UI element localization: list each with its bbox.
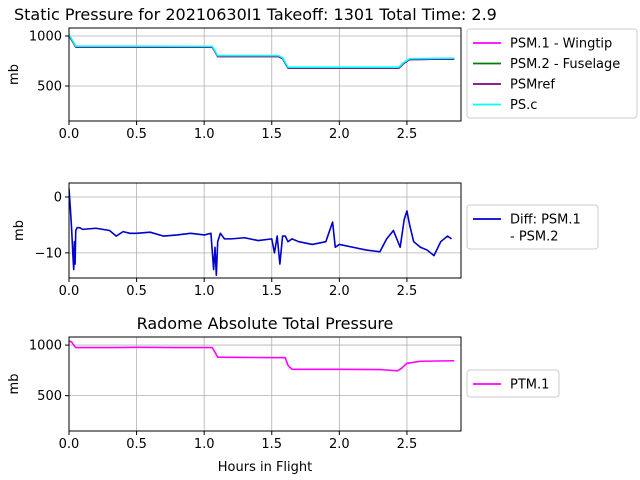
axes-frame	[68, 182, 462, 279]
chart-title: Radome Absolute Total Pressure	[137, 314, 394, 333]
y-tick-label: −10	[35, 246, 62, 261]
y-tick-label: 1000	[29, 30, 62, 45]
legend: PTM.1	[466, 369, 560, 398]
legend: PSM.1 - Wingtip PSM.2 - Fuselage PSMref PS.…	[466, 28, 638, 119]
x-tick-label: 1.5	[261, 437, 282, 452]
x-tick-label: 0.0	[59, 127, 80, 142]
x-tick-label: 1.0	[194, 284, 215, 299]
series-line-4	[69, 34, 455, 68]
legend-entry-line: Diff: PSM.1	[510, 213, 581, 228]
legend-frame	[466, 369, 560, 398]
x-tick-label: 1.0	[194, 127, 215, 142]
legend-entry-line: PSM.2 - Fuselage	[510, 57, 620, 72]
x-tick-label: 1.5	[261, 284, 282, 299]
axes-frame	[68, 336, 462, 432]
x-tick-label: 0.5	[126, 127, 147, 142]
legend-entry-label: PSM.1 - Wingtip	[510, 37, 612, 52]
x-tick-label: 0.0	[59, 437, 80, 452]
legend-entry-line: PSM.1 - Wingtip	[510, 37, 612, 52]
series-line-1	[69, 340, 455, 372]
y-tick-label: 0	[54, 190, 62, 205]
x-tick-label: 2.5	[397, 284, 418, 299]
axes-frame	[68, 27, 462, 122]
x-tick-label: 0.5	[126, 284, 147, 299]
legend-entry-label: PSMref	[510, 78, 555, 93]
y-tick-label: 500	[37, 389, 62, 404]
legend-entry-line: - PSM.2	[510, 230, 559, 245]
legend-frame	[466, 204, 599, 250]
legend-entry-label: PS.c	[510, 98, 537, 113]
chart-1: 0.0 0.5 1.0 1.5 2.0 2.5 500 1000 mb Static Pressu…	[7, 5, 638, 142]
x-tick-label: 1.0	[194, 437, 215, 452]
legend-entry-line: PTM.1	[510, 378, 549, 393]
x-tick-label: 2.0	[329, 437, 350, 452]
legend-entry-label: Diff: PSM.1 - PSM.2	[510, 213, 581, 245]
y-tick-label: 1000	[29, 339, 62, 354]
legend-entry-label: PSM.2 - Fuselage	[510, 57, 620, 72]
x-tick-label: 2.5	[397, 437, 418, 452]
x-tick-label: 1.5	[261, 127, 282, 142]
x-tick-label: 2.0	[329, 127, 350, 142]
legend-frame	[466, 28, 638, 119]
chart-title: Static Pressure for 20210630I1 Takeoff: …	[14, 5, 497, 24]
chart-2: 0.0 0.5 1.0 1.5 2.0 2.5 0 −10 mb Diff: PSM.1 - PSM…	[12, 182, 599, 299]
y-axis-label: mb	[7, 374, 22, 395]
legend: Diff: PSM.1 - PSM.2	[466, 204, 599, 250]
x-tick-label: 2.5	[397, 127, 418, 142]
x-tick-label: 2.0	[329, 284, 350, 299]
chart-3: 0.0 0.5 1.0 1.5 2.0 2.5 500 1000 mb Hours in Flig…	[7, 314, 560, 475]
x-tick-label: 0.5	[126, 437, 147, 452]
y-tick-label: 500	[37, 80, 62, 95]
y-axis-label: mb	[7, 64, 22, 85]
x-axis-label: Hours in Flight	[218, 460, 313, 475]
legend-entry-line: PS.c	[510, 98, 537, 113]
series-line-1	[69, 188, 452, 277]
y-axis-label: mb	[12, 220, 27, 241]
legend-entry-label: PTM.1	[510, 378, 549, 393]
legend-entry-line: PSMref	[510, 78, 555, 93]
x-tick-label: 0.0	[59, 284, 80, 299]
